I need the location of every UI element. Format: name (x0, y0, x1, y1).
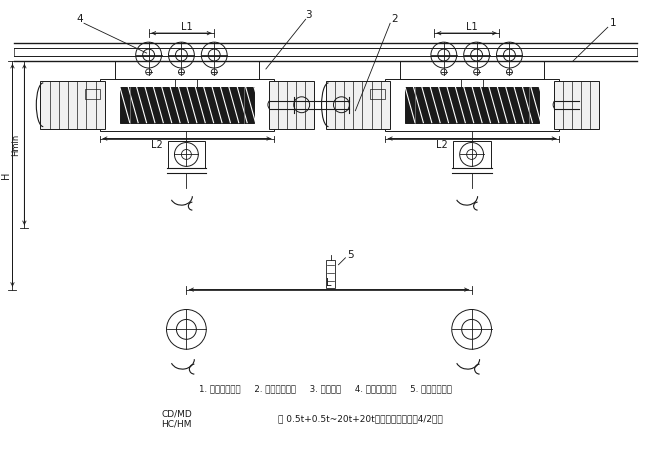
Text: 1. 正相电动葡萨     2. 同步机械道测     3. 连接装置     4. 异相电动葡萨     5. 同步电气控制: 1. 正相电动葡萨 2. 同步机械道测 3. 连接装置 4. 异相电动葡萨 5.… (199, 385, 452, 394)
Bar (120, 87, 254, 123)
Text: 型 0.5t+0.5t~20t+20t双算点电动葡萨（4/2结）: 型 0.5t+0.5t~20t+20t双算点电动葡萨（4/2结） (278, 415, 443, 423)
Text: 2: 2 (391, 14, 397, 24)
Text: L2: L2 (436, 139, 448, 149)
Bar (100, 79, 274, 131)
Text: L1: L1 (181, 22, 192, 32)
Text: L: L (326, 278, 332, 288)
Bar (554, 81, 599, 128)
Bar (385, 79, 559, 131)
Bar (453, 141, 491, 168)
Bar (370, 89, 385, 99)
Bar (40, 81, 105, 128)
Text: L1: L1 (466, 22, 478, 32)
Text: 1: 1 (610, 18, 616, 28)
Bar (168, 141, 205, 168)
Text: 4: 4 (77, 14, 83, 24)
Text: H: H (1, 172, 10, 179)
Bar (85, 89, 100, 99)
Bar (326, 260, 335, 288)
Bar (405, 87, 540, 123)
Text: HC/HM: HC/HM (161, 419, 192, 428)
Bar (461, 79, 482, 91)
Bar (176, 79, 198, 91)
Bar (326, 81, 390, 128)
Bar (115, 61, 259, 79)
Text: CD/MD: CD/MD (161, 410, 192, 418)
Text: 5: 5 (347, 250, 354, 260)
Text: 3: 3 (306, 10, 312, 20)
Text: Hmin: Hmin (11, 133, 20, 156)
Bar (269, 81, 313, 128)
Text: L2: L2 (151, 139, 162, 149)
Bar (400, 61, 544, 79)
